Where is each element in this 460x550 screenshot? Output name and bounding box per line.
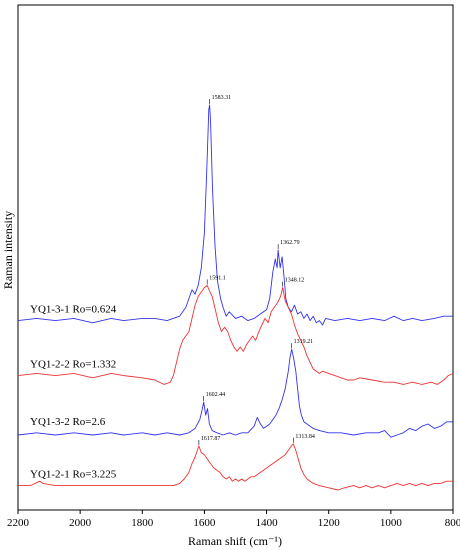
spectrum-line xyxy=(18,443,453,491)
plot-frame xyxy=(17,4,454,511)
x-axis: 2200 2000 1800 1600 1400 1200 1000 800 xyxy=(7,510,460,529)
spectrum-name-label: YQ1-2-2 Ro=1.332 xyxy=(30,359,116,371)
x-tick-label: 1800 xyxy=(131,517,154,529)
peak-label: 1583.31 xyxy=(212,95,232,101)
x-tick-label: 1000 xyxy=(380,517,403,529)
peak-label: 1602.44 xyxy=(206,392,226,398)
peak-label: 1591.1 xyxy=(209,275,226,281)
spectrum-line xyxy=(17,348,453,438)
annotation-layer: YQ1-3-1 Ro=0.624 1583.31 1362.79 YQ1-2-2 Ro… xyxy=(30,95,315,481)
spectrum-name-label: YQ1-3-2 Ro=2.6 xyxy=(30,416,106,428)
x-tick-label: 1400 xyxy=(256,517,279,529)
peak-label: 1319.21 xyxy=(294,339,314,345)
spectrum-line xyxy=(17,104,453,326)
peak-label: 1348.12 xyxy=(285,278,305,284)
x-axis-title: Raman shift (cm⁻¹) xyxy=(188,534,282,548)
peak-label: 1362.79 xyxy=(280,240,300,246)
x-tick-label: 1200 xyxy=(318,517,341,529)
spectrum-name-label: YQ1-3-1 Ro=0.624 xyxy=(30,304,117,316)
x-tick-label: 800 xyxy=(445,517,460,529)
x-tick-label: 2000 xyxy=(69,517,92,529)
spectra-layer xyxy=(17,104,454,491)
x-tick-label: 2200 xyxy=(7,517,30,529)
x-tick-label: 1600 xyxy=(193,517,216,529)
spectrum-line xyxy=(17,284,454,385)
peak-label: 1313.84 xyxy=(295,434,315,440)
spectrum-name-label: YQ1-2-1 Ro=3.225 xyxy=(30,469,117,481)
peak-label: 1617.87 xyxy=(201,436,221,442)
y-axis-title: Raman intensity xyxy=(1,211,15,289)
